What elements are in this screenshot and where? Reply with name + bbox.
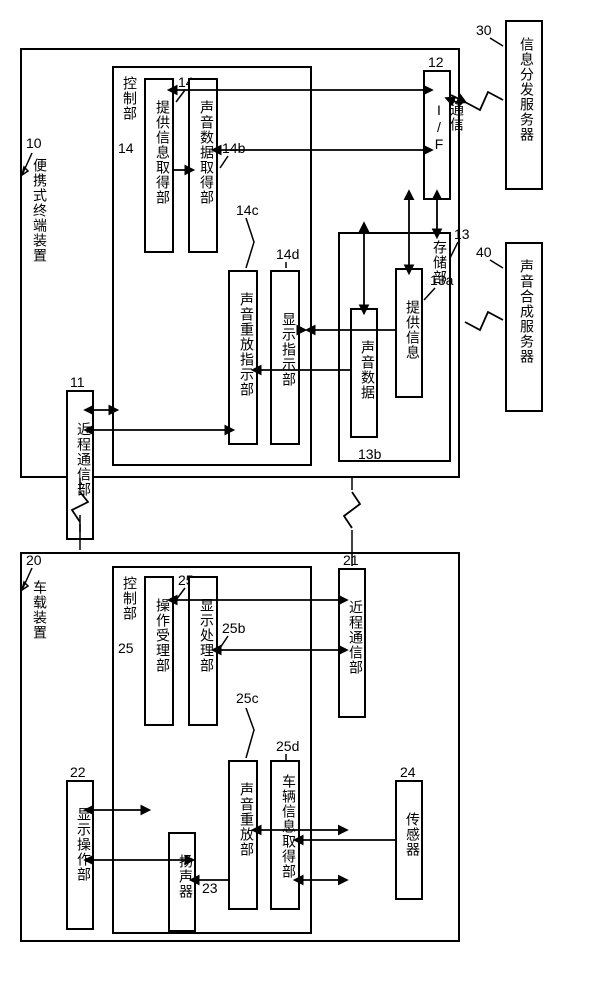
speaker-label: 扬声器	[176, 854, 196, 899]
server-voice-label: 声音合成服务器	[517, 259, 537, 364]
near-comm-10-label: 近程通信部	[74, 422, 94, 497]
ref-14d: 14d	[276, 246, 299, 262]
near-comm-20: 近程通信部	[338, 568, 366, 718]
storage-info-label: 提供信息	[403, 300, 423, 360]
storage-sound-label: 声音数据	[358, 340, 378, 400]
ref-25b: 25b	[222, 620, 245, 636]
ref-25c: 25c	[236, 690, 259, 706]
device10-title: 便携式终端装置	[30, 158, 50, 263]
control-25-label: 控制部	[120, 576, 140, 621]
server-info: 信息分发服务器	[505, 20, 543, 190]
control-14c: 声音重放指示部	[228, 270, 258, 445]
control-14b: 声音数据取得部	[188, 78, 218, 253]
ref-40: 40	[476, 244, 492, 260]
speaker-box: 扬声器	[168, 832, 196, 932]
sensor-label: 传感器	[403, 812, 423, 857]
storage-sound: 声音数据	[350, 308, 378, 438]
label-14c: 声音重放指示部	[237, 292, 257, 397]
ref-25: 25	[118, 640, 134, 656]
control-25c: 声音重放部	[228, 760, 258, 910]
near-comm-20-label: 近程通信部	[346, 600, 366, 675]
control-25a: 操作受理部	[144, 576, 174, 726]
control-14a: 提供信息取得部	[144, 78, 174, 253]
ref-23: 23	[202, 880, 218, 896]
sensor: 传感器	[395, 780, 423, 900]
label-25b: 显示处理部	[197, 598, 217, 673]
control-25b: 显示处理部	[188, 576, 218, 726]
label-14a: 提供信息取得部	[153, 100, 173, 205]
display-op: 显示操作部	[66, 780, 94, 930]
ref-10: 10	[26, 135, 42, 151]
ref-14: 14	[118, 140, 134, 156]
ref-13a: 13a	[430, 272, 453, 288]
storage-info: 提供信息	[395, 268, 423, 398]
label-25c: 声音重放部	[237, 782, 257, 857]
ref-14b: 14b	[222, 140, 245, 156]
ref-12: 12	[428, 54, 444, 70]
ref-20: 20	[26, 552, 42, 568]
display-op-label: 显示操作部	[74, 807, 94, 882]
ref-13b: 13b	[358, 446, 381, 462]
control-14-label: 控制部	[120, 76, 140, 121]
ref-14c: 14c	[236, 202, 259, 218]
ref-21: 21	[343, 552, 359, 568]
label-14b: 声音数据取得部	[197, 100, 217, 205]
label-25a: 操作受理部	[153, 598, 173, 673]
server-info-label: 信息分发服务器	[517, 37, 537, 142]
ref-11: 11	[70, 374, 85, 390]
control-14d: 显示指示部	[270, 270, 300, 445]
ref-22: 22	[70, 764, 86, 780]
device20-title: 车载装置	[30, 580, 50, 640]
label-14d: 显示指示部	[279, 312, 299, 387]
diagram-root: 1 信息分发服务器 30 声音合成服务器 40 便携式终端装置 10 通信I/F…	[10, 10, 599, 990]
ref-24: 24	[400, 764, 416, 780]
comm-if-label: 通信I/F	[431, 102, 467, 153]
ref-25d: 25d	[276, 738, 299, 754]
control-25d: 车辆信息取得部	[270, 760, 300, 910]
server-voice: 声音合成服务器	[505, 242, 543, 412]
ref-30: 30	[476, 22, 492, 38]
label-25d: 车辆信息取得部	[279, 774, 299, 879]
ref-13: 13	[454, 226, 470, 242]
comm-if: 通信I/F	[423, 70, 451, 200]
near-comm-10: 近程通信部	[66, 390, 94, 540]
